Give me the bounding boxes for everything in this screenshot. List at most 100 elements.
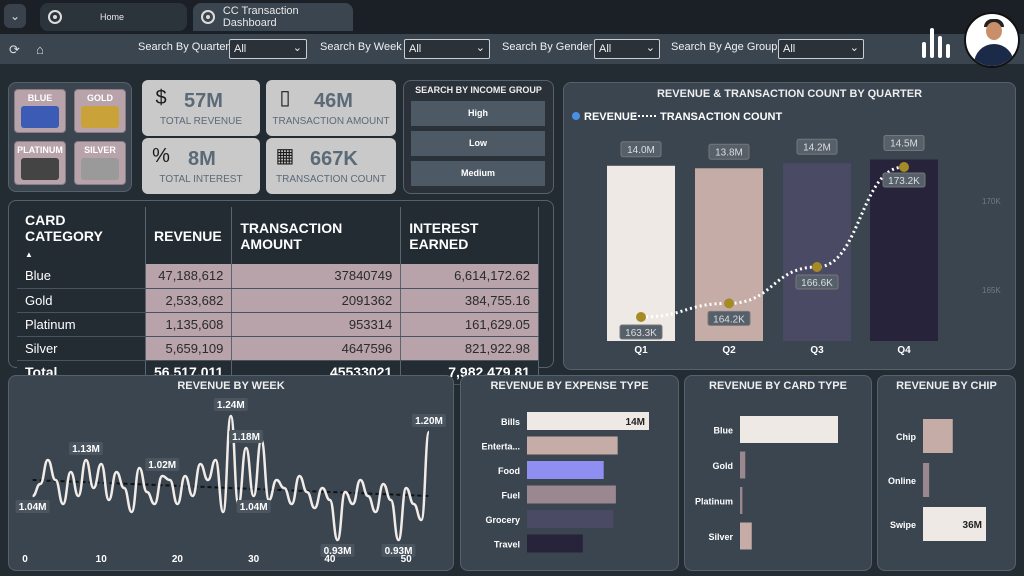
table-row[interactable]: Silver 5,659,109 4647596 821,922.98 (17, 336, 539, 361)
revenue-data-label: 13.8M (715, 147, 743, 158)
count-data-label: 173.2K (888, 176, 920, 187)
home-icon[interactable]: ⌂ (36, 42, 44, 57)
chrome-icon (48, 10, 62, 24)
quarter-filter-value: All (234, 43, 247, 55)
card-tile-label: GOLD (87, 93, 113, 103)
category-label: Bills (501, 417, 520, 427)
bar (740, 416, 838, 443)
data-label-box (381, 544, 416, 557)
category-label: Enterta... (481, 442, 520, 452)
kpi-label: TRANSACTION AMOUNT (272, 116, 390, 127)
bar-value-label: 36M (963, 520, 982, 531)
income-option-high[interactable]: High (411, 101, 545, 126)
credit-card-icon (81, 158, 119, 180)
category-label: Online (888, 476, 916, 486)
column-header[interactable]: CARD CATEGORY ▲ (17, 207, 147, 264)
chip-chart-title: REVENUE BY CHIP (896, 380, 997, 392)
bar (923, 507, 986, 541)
week-filter-select[interactable]: All ⌄ (404, 39, 490, 59)
transaction-count-point (636, 312, 646, 322)
table-cell: 384,755.16 (400, 288, 539, 313)
kpi-value: 667K (310, 148, 358, 170)
data-label-box (619, 324, 663, 340)
week-data-label: 1.04M (240, 502, 268, 513)
data-label-box (796, 138, 838, 155)
bar (527, 534, 583, 553)
x-tick-label: Q3 (810, 345, 824, 356)
table-cell: Blue (17, 264, 147, 289)
data-label-box (15, 500, 50, 513)
refresh-icon[interactable]: ⟳ (9, 42, 20, 57)
week-filter-value: All (409, 43, 422, 55)
data-label-box (236, 500, 271, 513)
table-row[interactable]: Platinum 1,135,608 953314 161,629.05 (17, 312, 539, 337)
revenue-bar (870, 159, 938, 341)
table-cell: Gold (17, 288, 147, 313)
age-filter-select[interactable]: All ⌄ (778, 39, 864, 59)
expense-chart-panel: REVENUE BY EXPENSE TYPE Bills 14M Enterta.… (460, 375, 679, 571)
bar-value-label: 14M (626, 417, 645, 428)
expense-chart: Bills 14M Enterta... Food Fuel Grocery Travel (481, 412, 649, 553)
transaction-count-point (899, 162, 909, 172)
revenue-bar (783, 163, 851, 341)
card-tiles-panel: BLUE GOLD PLATINUM SILVER (8, 82, 132, 192)
kpi-label: TRANSACTION COUNT (276, 174, 386, 185)
expense-chart-title: REVENUE BY EXPENSE TYPE (490, 380, 649, 392)
revenue-week-line (32, 414, 431, 542)
bar (740, 451, 746, 479)
count-data-label: 163.3K (625, 328, 657, 339)
right-axis-tick: 165K (982, 286, 1001, 295)
card-tile-gold[interactable]: GOLD (74, 89, 126, 133)
chevron-down-icon[interactable]: ⌄ (4, 4, 26, 28)
card-tile-label: PLATINUM (17, 145, 63, 155)
quarter-chart-panel: REVENUE & TRANSACTION COUNT BY QUARTER R… (563, 82, 1016, 370)
kpi-value: 46M (314, 90, 353, 112)
legend-count-label: TRANSACTION COUNT (660, 111, 782, 123)
category-label: Platinum (695, 497, 733, 507)
x-tick-label: 10 (96, 554, 108, 565)
sort-up-icon[interactable]: ▲ (25, 250, 33, 259)
table-cell: Platinum (17, 312, 147, 337)
revenue-data-label: 14.5M (890, 139, 918, 150)
legend-revenue-marker (572, 112, 580, 120)
data-label-box (620, 141, 662, 158)
bar-chart-logo-icon (922, 24, 950, 58)
bar (527, 510, 614, 528)
column-header[interactable]: REVENUE (145, 207, 233, 264)
revenue-bar (607, 165, 675, 341)
bar (740, 522, 752, 550)
interest-house-icon: % (152, 145, 170, 167)
table-row[interactable]: Blue 47,188,612 37840749 6,614,172.62 (17, 264, 539, 289)
table-cell: 953314 (231, 312, 402, 337)
chrome-icon (201, 10, 215, 24)
income-option-low[interactable]: Low (411, 131, 545, 156)
tab-cc-dashboard[interactable]: CC Transaction Dashboard (193, 3, 353, 31)
table-row[interactable]: Gold 2,533,682 2091362 384,755.16 (17, 288, 539, 313)
chevron-down-icon: ⌄ (475, 42, 485, 54)
card-tile-platinum[interactable]: PLATINUM (14, 141, 66, 185)
chevron-down-icon: ⌄ (292, 42, 302, 54)
week-data-label: 1.02M (148, 460, 176, 471)
category-label: Swipe (890, 520, 916, 530)
column-header[interactable]: TRANSACTION AMOUNT (231, 207, 402, 264)
category-label: Silver (708, 532, 733, 542)
income-option-medium[interactable]: Medium (411, 161, 545, 186)
week-data-label: 1.13M (72, 444, 100, 455)
column-header[interactable]: INTEREST EARNED (400, 207, 539, 264)
tab-home[interactable]: Home (40, 3, 187, 31)
data-label-box (795, 274, 839, 290)
gender-filter-select[interactable]: All ⌄ (594, 39, 660, 59)
credit-card-icon (21, 158, 59, 180)
table-cell: 37840749 (231, 264, 402, 289)
data-label-box (707, 310, 751, 326)
card-tile-blue[interactable]: BLUE (14, 89, 66, 133)
table-cell: 161,629.05 (400, 312, 539, 337)
kpi-transaction-count: ▦ 667K TRANSACTION COUNT (266, 138, 396, 194)
table-cell: 2,533,682 (145, 288, 233, 313)
week-data-label: 1.18M (232, 432, 260, 443)
table-cell: 6,614,172.62 (400, 264, 539, 289)
quarter-filter-select[interactable]: All ⌄ (229, 39, 307, 59)
card-tile-silver[interactable]: SILVER (74, 141, 126, 185)
category-label: Gold (713, 461, 734, 471)
kpi-label: TOTAL INTEREST (159, 174, 243, 185)
